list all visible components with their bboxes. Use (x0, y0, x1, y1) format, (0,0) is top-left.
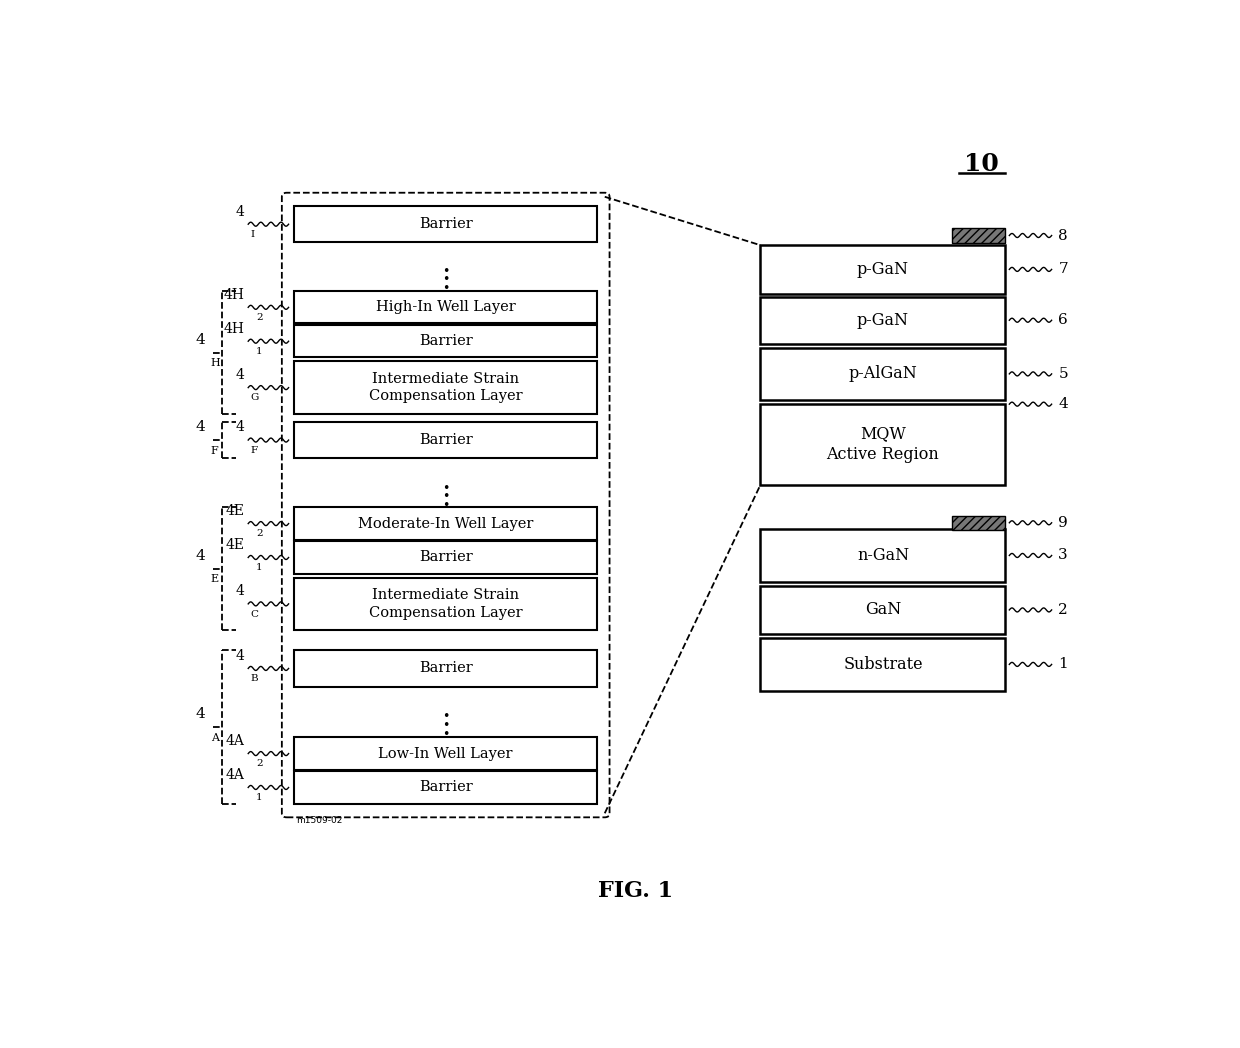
Bar (760, 297, 1006, 344)
Text: 2: 2 (255, 759, 263, 768)
Text: 1: 1 (1059, 657, 1068, 672)
Text: 4H: 4H (223, 288, 244, 302)
Bar (760, 586, 1006, 634)
Text: 3: 3 (1059, 548, 1068, 563)
Text: 6: 6 (1059, 313, 1068, 327)
Text: Intermediate Strain
Compensation Layer: Intermediate Strain Compensation Layer (368, 588, 522, 619)
Bar (760, 638, 1006, 691)
Text: •: • (441, 274, 449, 286)
Text: H: H (211, 358, 221, 368)
Text: 9: 9 (1059, 516, 1068, 530)
Text: 4: 4 (195, 707, 205, 721)
Text: 2: 2 (1059, 603, 1068, 617)
Text: 4: 4 (236, 420, 244, 435)
Text: 4: 4 (236, 649, 244, 662)
Text: MQW
Active Region: MQW Active Region (827, 425, 940, 463)
Text: C: C (250, 610, 258, 618)
Bar (760, 348, 1006, 400)
Text: 4A: 4A (226, 734, 244, 748)
Bar (760, 405, 1006, 485)
Text: •: • (441, 709, 449, 723)
Text: Barrier: Barrier (419, 334, 472, 348)
Text: Barrier: Barrier (419, 781, 472, 794)
Text: 7: 7 (1059, 262, 1068, 277)
Text: 2: 2 (255, 313, 263, 322)
Text: High-In Well Layer: High-In Well Layer (376, 301, 516, 314)
Text: E: E (211, 574, 219, 585)
Bar (294, 771, 596, 804)
Text: Intermediate Strain
Compensation Layer: Intermediate Strain Compensation Layer (368, 372, 522, 403)
Text: •: • (441, 264, 449, 278)
Bar (294, 422, 596, 458)
Bar (294, 325, 596, 357)
Text: 4: 4 (195, 549, 205, 563)
Text: p-AlGaN: p-AlGaN (848, 366, 918, 383)
Text: •: • (441, 490, 449, 503)
Text: 1: 1 (255, 347, 263, 356)
Bar (760, 529, 1006, 582)
Text: Barrier: Barrier (419, 217, 472, 232)
Bar (294, 738, 596, 769)
Text: •: • (441, 282, 449, 296)
Text: 2: 2 (255, 529, 263, 539)
Text: G: G (250, 393, 258, 402)
Text: •: • (441, 482, 449, 495)
Text: A: A (211, 733, 218, 743)
Text: 4: 4 (236, 368, 244, 381)
Bar (760, 245, 1006, 293)
Text: 4H: 4H (223, 322, 244, 335)
Text: B: B (250, 674, 258, 683)
Text: 5: 5 (1059, 367, 1068, 380)
Bar (294, 507, 596, 540)
Text: 4: 4 (236, 204, 244, 219)
Text: •: • (441, 499, 449, 512)
Text: 4E: 4E (226, 538, 244, 552)
Bar (294, 291, 596, 324)
Text: n-GaN: n-GaN (857, 547, 909, 564)
Text: 10: 10 (963, 153, 999, 176)
Text: F: F (211, 445, 218, 456)
Text: FIG. 1: FIG. 1 (598, 879, 673, 901)
Bar (951, 228, 1006, 243)
Text: Barrier: Barrier (419, 433, 472, 447)
Bar (294, 542, 596, 573)
Text: 4: 4 (195, 333, 205, 347)
Text: 4: 4 (236, 584, 244, 598)
Bar (294, 650, 596, 686)
Bar (294, 362, 596, 414)
Text: Low-In Well Layer: Low-In Well Layer (378, 746, 513, 761)
Text: 4: 4 (1059, 397, 1068, 411)
Text: Barrier: Barrier (419, 550, 472, 565)
Text: p-GaN: p-GaN (857, 261, 909, 278)
Text: •: • (441, 727, 449, 741)
Text: Substrate: Substrate (843, 656, 923, 673)
Bar (951, 516, 1006, 530)
Text: 4A: 4A (226, 768, 244, 782)
Text: F: F (250, 445, 257, 455)
Text: 4: 4 (195, 420, 205, 435)
Text: 8: 8 (1059, 228, 1068, 242)
Text: Moderate-In Well Layer: Moderate-In Well Layer (358, 517, 533, 530)
Text: p-GaN: p-GaN (857, 311, 909, 329)
Bar (294, 577, 596, 630)
Text: 1: 1 (255, 563, 263, 572)
Text: m1509-02: m1509-02 (296, 815, 342, 825)
Text: I: I (250, 230, 254, 239)
Bar (294, 206, 596, 242)
Text: GaN: GaN (864, 602, 901, 618)
Text: •: • (441, 719, 449, 732)
Text: Barrier: Barrier (419, 661, 472, 676)
Text: 4E: 4E (226, 504, 244, 518)
Text: 1: 1 (255, 793, 263, 802)
